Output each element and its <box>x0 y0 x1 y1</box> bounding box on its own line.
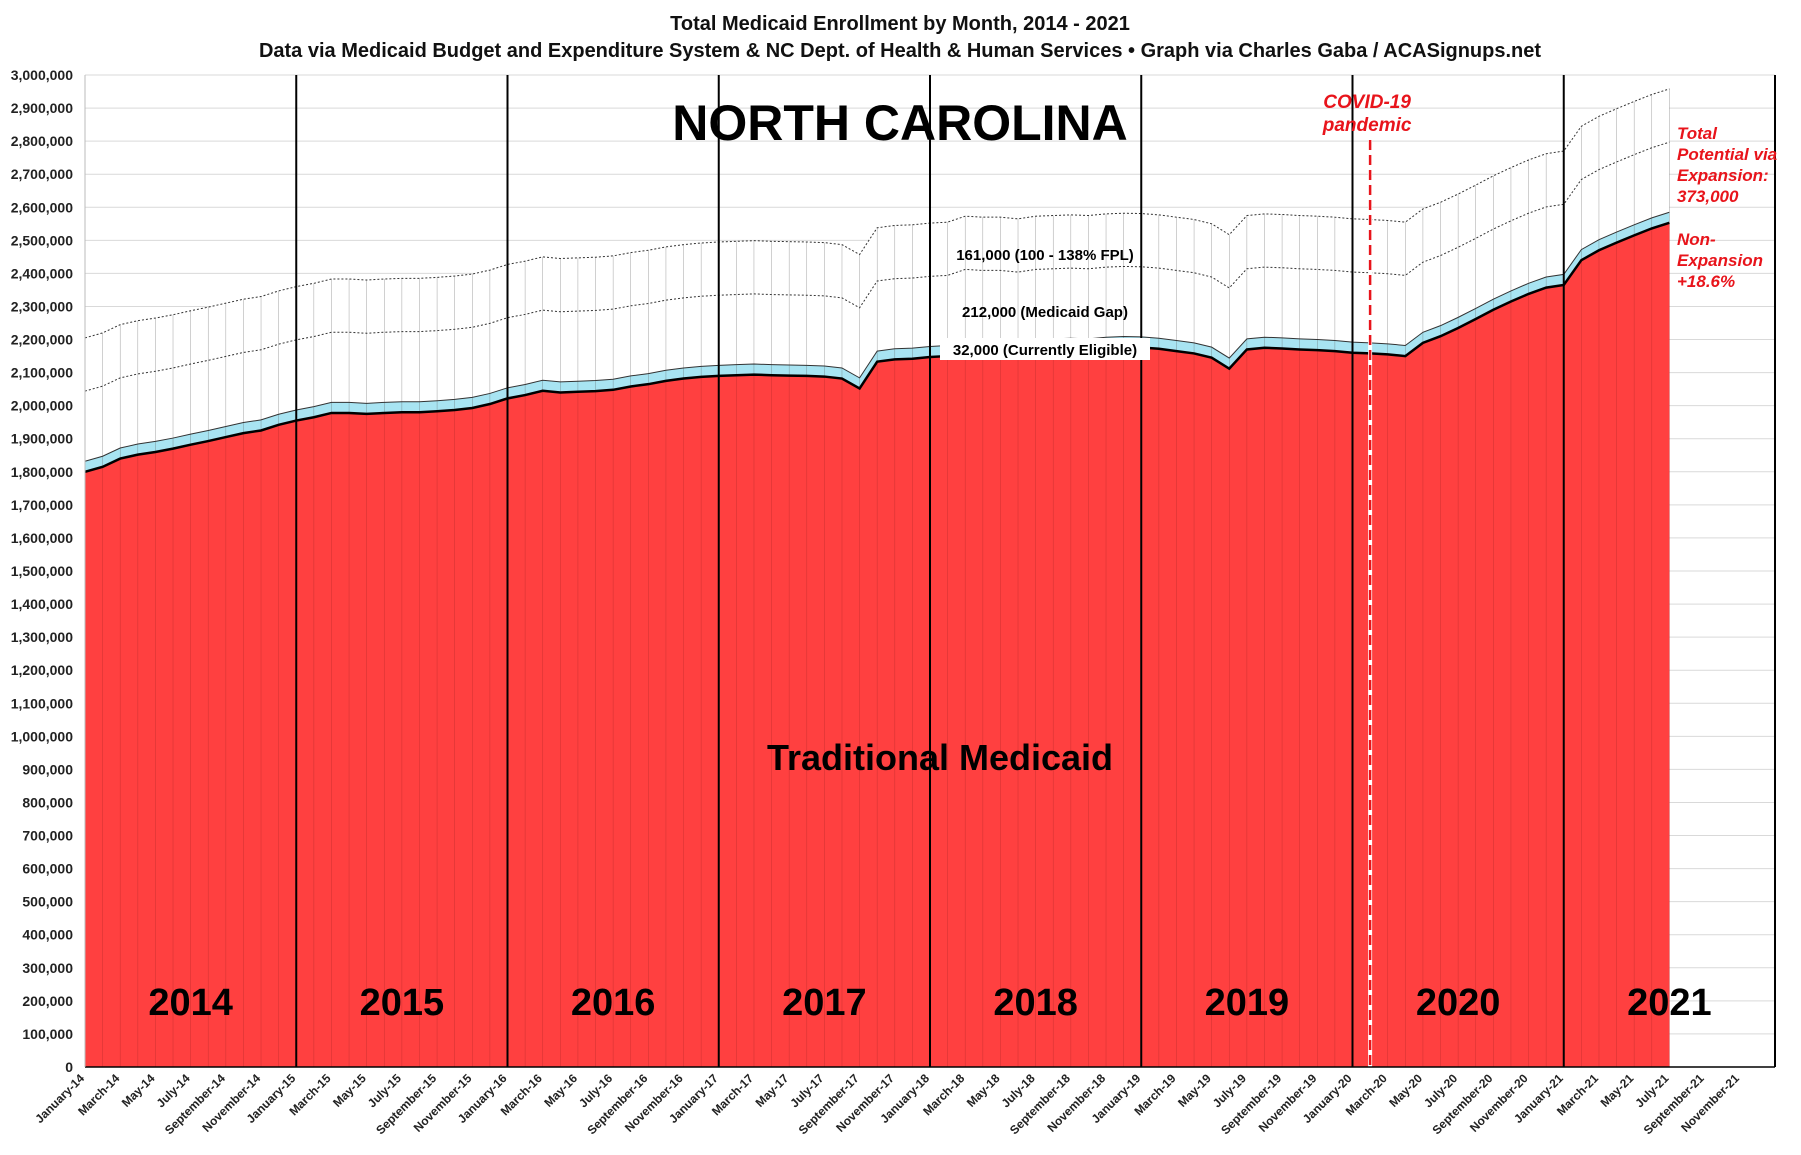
total-potential-note: Total <box>1677 124 1718 143</box>
eligible-outline <box>84 211 1670 462</box>
year-label: 2015 <box>360 982 445 1024</box>
y-tick-label: 1,400,000 <box>11 596 73 612</box>
year-label: 2019 <box>1205 982 1290 1024</box>
gap-layer-label: 212,000 (Medicaid Gap) <box>962 304 1128 321</box>
y-tick-label: 800,000 <box>22 794 73 810</box>
y-tick-label: 100,000 <box>22 1026 73 1042</box>
traditional-medicaid-line <box>84 221 1670 474</box>
y-tick-label: 700,000 <box>22 828 73 844</box>
x-tick-label: May-18 <box>964 1071 1003 1110</box>
total-potential-note: 373,000 <box>1677 187 1739 206</box>
y-tick-label: 1,700,000 <box>11 497 73 513</box>
non-expansion-note: Non- <box>1677 230 1716 249</box>
y-tick-label: 1,800,000 <box>11 464 73 480</box>
state-label: NORTH CAROLINA <box>672 95 1128 151</box>
year-label: 2016 <box>571 982 656 1024</box>
y-tick-label: 3,000,000 <box>11 67 73 83</box>
x-tick-label: May-19 <box>1175 1071 1214 1110</box>
gap-outline <box>84 141 1670 392</box>
y-tick-label: 600,000 <box>22 861 73 877</box>
y-tick-label: 900,000 <box>22 761 73 777</box>
y-tick-label: 400,000 <box>22 927 73 943</box>
traditional-medicaid-label: Traditional Medicaid <box>767 737 1113 778</box>
y-tick-label: 0 <box>65 1059 73 1075</box>
covid-label-line2: pandemic <box>1322 115 1412 136</box>
y-tick-label: 2,900,000 <box>11 100 73 116</box>
y-tick-label: 2,000,000 <box>11 398 73 414</box>
x-tick-label: May-14 <box>119 1071 158 1110</box>
total-potential-note: Potential via <box>1677 145 1777 164</box>
y-tick-label: 1,100,000 <box>11 695 73 711</box>
eligible-layer-label: 32,000 (Currently Eligible) <box>953 342 1137 359</box>
x-tick-label: May-16 <box>541 1071 580 1110</box>
y-tick-label: 2,300,000 <box>11 298 73 314</box>
chart-subtitle: Data via Medicaid Budget and Expenditure… <box>259 40 1541 62</box>
y-tick-label: 2,100,000 <box>11 365 73 381</box>
y-tick-label: 300,000 <box>22 960 73 976</box>
eligible-label-backing <box>940 338 1150 360</box>
y-tick-label: 2,400,000 <box>11 265 73 281</box>
y-tick-label: 2,500,000 <box>11 232 73 248</box>
y-tick-label: 2,600,000 <box>11 199 73 215</box>
y-tick-label: 1,300,000 <box>11 629 73 645</box>
y-tick-label: 1,500,000 <box>11 563 73 579</box>
chart-title: Total Medicaid Enrollment by Month, 2014… <box>670 13 1130 35</box>
plot-area: 0 100,000 200,000 300,000 400,000 500,000 600,… <box>11 67 1777 1137</box>
y-tick-label: 2,700,000 <box>11 166 73 182</box>
y-tick-label: 1,000,000 <box>11 728 73 744</box>
y-tick-label: 500,000 <box>22 894 73 910</box>
y-tick-label: 2,200,000 <box>11 332 73 348</box>
x-tick-label: May-20 <box>1386 1071 1425 1110</box>
year-label: 2014 <box>148 982 233 1024</box>
x-tick-label: May-15 <box>330 1071 369 1110</box>
fpl-layer-label: 161,000 (100 - 138% FPL) <box>956 247 1134 264</box>
y-tick-label: 2,800,000 <box>11 133 73 149</box>
non-expansion-note: Expansion <box>1677 251 1763 270</box>
x-tick-label: May-21 <box>1598 1071 1637 1110</box>
x-tick-label: January-14 <box>32 1071 87 1126</box>
covid-label-line1: COVID-19 <box>1323 92 1411 113</box>
non-expansion-note: +18.6% <box>1677 272 1735 291</box>
x-tick-label: May-17 <box>753 1071 792 1110</box>
year-label: 2020 <box>1416 982 1501 1024</box>
y-tick-label: 1,200,000 <box>11 662 73 678</box>
total-potential-note: Expansion: <box>1677 166 1769 185</box>
y-tick-label: 1,900,000 <box>11 431 73 447</box>
fpl-outline <box>84 88 1670 339</box>
year-label: 2017 <box>782 982 867 1024</box>
year-label: 2021 <box>1627 982 1712 1024</box>
year-label: 2018 <box>993 982 1078 1024</box>
y-tick-label: 1,600,000 <box>11 530 73 546</box>
y-tick-label: 200,000 <box>22 993 73 1009</box>
